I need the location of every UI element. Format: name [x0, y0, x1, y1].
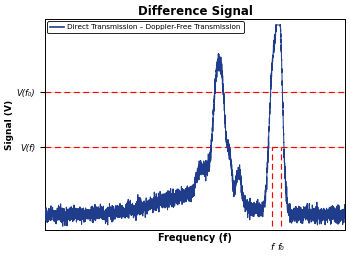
- Text: f₀: f₀: [278, 243, 285, 252]
- Text: f: f: [270, 243, 273, 252]
- Y-axis label: Signal (V): Signal (V): [5, 100, 14, 150]
- X-axis label: Frequency (f): Frequency (f): [158, 233, 232, 243]
- Title: Difference Signal: Difference Signal: [138, 5, 252, 18]
- Legend: Direct Transmission – Doppler-Free Transmission: Direct Transmission – Doppler-Free Trans…: [47, 21, 244, 33]
